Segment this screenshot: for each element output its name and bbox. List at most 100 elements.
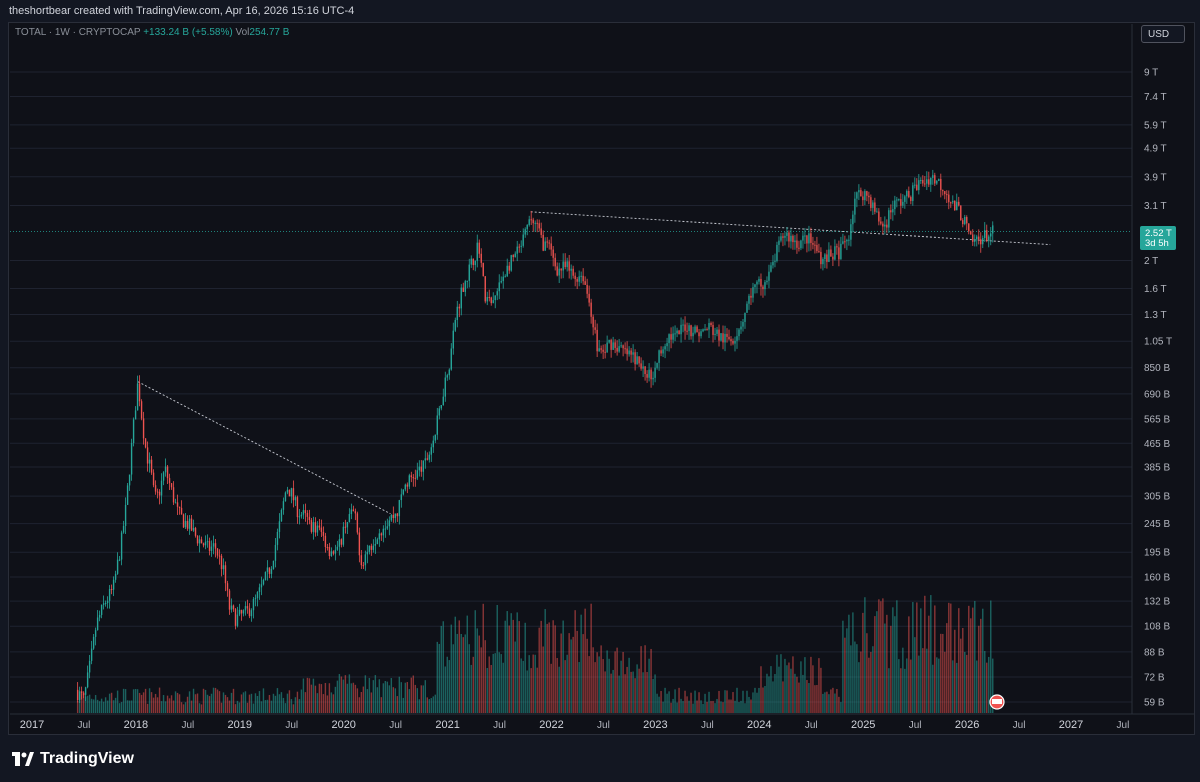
volume-bar <box>514 641 516 713</box>
candle-body <box>126 485 129 505</box>
volume-bar <box>834 693 836 713</box>
volume-bar <box>680 698 682 713</box>
candle-body <box>558 268 560 276</box>
volume-bar <box>720 701 722 713</box>
x-tick-label: Jul <box>701 720 714 731</box>
candle-body <box>190 518 193 531</box>
volume-bar <box>838 696 840 713</box>
y-tick-label: 132 B <box>1144 597 1170 608</box>
volume-bar <box>438 643 440 713</box>
volume-bar <box>412 675 415 713</box>
candle-body <box>898 199 900 201</box>
candle-body <box>320 527 323 532</box>
candle-body <box>584 281 586 285</box>
y-tick-label: 88 B <box>1144 647 1165 658</box>
volume-bar <box>770 666 772 713</box>
candle-body <box>526 224 528 230</box>
volume-bar <box>556 658 558 713</box>
volume-bar <box>982 608 984 713</box>
volume-bar <box>532 654 534 713</box>
candle-body <box>754 284 756 288</box>
candle-body <box>674 333 676 335</box>
volume-bar <box>170 695 173 713</box>
candle-body <box>880 221 882 224</box>
volume-bar <box>820 667 822 713</box>
candle-body <box>568 261 570 271</box>
currency-button[interactable]: USD <box>1141 25 1185 43</box>
candle-body <box>390 514 393 521</box>
volume-bar <box>370 692 373 713</box>
candle-body <box>888 210 890 228</box>
volume-bar <box>652 678 654 713</box>
volume-bar <box>242 692 245 713</box>
volume-bar <box>198 703 201 713</box>
candle-body <box>906 191 908 197</box>
volume-bar <box>224 694 227 713</box>
volume-bar <box>726 690 728 713</box>
volume-bar <box>462 637 464 713</box>
volume-bar <box>504 620 506 713</box>
volume-bar <box>906 658 908 713</box>
candle-body <box>404 484 407 490</box>
candle-body <box>330 551 333 557</box>
chart-frame[interactable] <box>8 22 1195 735</box>
candle-body <box>262 579 265 585</box>
volume-bar <box>710 701 712 713</box>
volume-bar <box>178 694 181 713</box>
volume-bar <box>916 602 918 713</box>
candle-body <box>932 175 934 178</box>
symbol-legend[interactable]: TOTAL · 1W · CRYPTOCAP +133.24 B (+5.58%… <box>15 27 289 38</box>
candle-body <box>744 312 746 322</box>
volume-bar <box>646 672 648 713</box>
volume-bar <box>406 682 409 713</box>
volume-bar <box>564 660 566 713</box>
volume-bar <box>940 633 942 713</box>
volume-bar <box>670 702 672 713</box>
candle-body <box>264 571 267 580</box>
flag-marker[interactable] <box>989 694 1005 710</box>
candle-body <box>398 500 401 517</box>
candle-body <box>934 175 936 184</box>
trendline[interactable] <box>137 381 391 515</box>
volume-bar <box>460 633 462 713</box>
candle-body <box>140 401 143 419</box>
volume-bar <box>270 700 273 713</box>
candle-body <box>122 525 125 533</box>
price-axis[interactable]: 9 T 7.4 T 5.9 T 4.9 T 3.9 T 3.1 T 2 T 1.6 T 1.3 … <box>1131 24 1172 714</box>
candle-body <box>322 531 325 536</box>
candle-body <box>440 405 442 409</box>
symbol-name[interactable]: TOTAL · 1W · CRYPTOCAP <box>15 27 141 38</box>
candle-body <box>892 209 894 213</box>
volume-bar <box>944 651 946 713</box>
volume-bar <box>654 674 656 713</box>
candle-body <box>786 232 788 236</box>
volume-bar <box>210 693 213 713</box>
time-axis[interactable]: 2017 Jul 2018 Jul 2019 Jul 2020 Jul 2021 Jul 2022 J… <box>10 713 1194 731</box>
candle-body <box>600 348 602 350</box>
volume-bar <box>734 700 736 713</box>
volume-bar <box>180 702 183 713</box>
candle-body <box>284 492 287 502</box>
x-tick-label: Jul <box>493 720 506 731</box>
volume-bar <box>856 644 858 713</box>
trendline[interactable] <box>530 211 1051 246</box>
volume-bar <box>508 625 510 713</box>
volume-bar <box>402 697 405 713</box>
volume-bar <box>418 699 421 713</box>
volume-bar <box>912 602 914 713</box>
volume-bar <box>470 664 472 713</box>
volume-bar <box>488 656 490 713</box>
volume-bar <box>392 687 395 713</box>
candle-body <box>338 539 341 547</box>
volume-bar <box>860 651 862 713</box>
volume-bar <box>962 627 964 713</box>
last-price-badge: 2.52 T 3d 5h <box>1140 226 1176 250</box>
tradingview-logo[interactable]: TradingView <box>12 750 134 768</box>
candle-body <box>114 573 117 580</box>
candle-body <box>548 242 550 244</box>
candle-body <box>510 255 512 271</box>
candle-body <box>98 614 101 618</box>
candle-body <box>392 514 395 518</box>
volume-bar <box>880 601 882 713</box>
